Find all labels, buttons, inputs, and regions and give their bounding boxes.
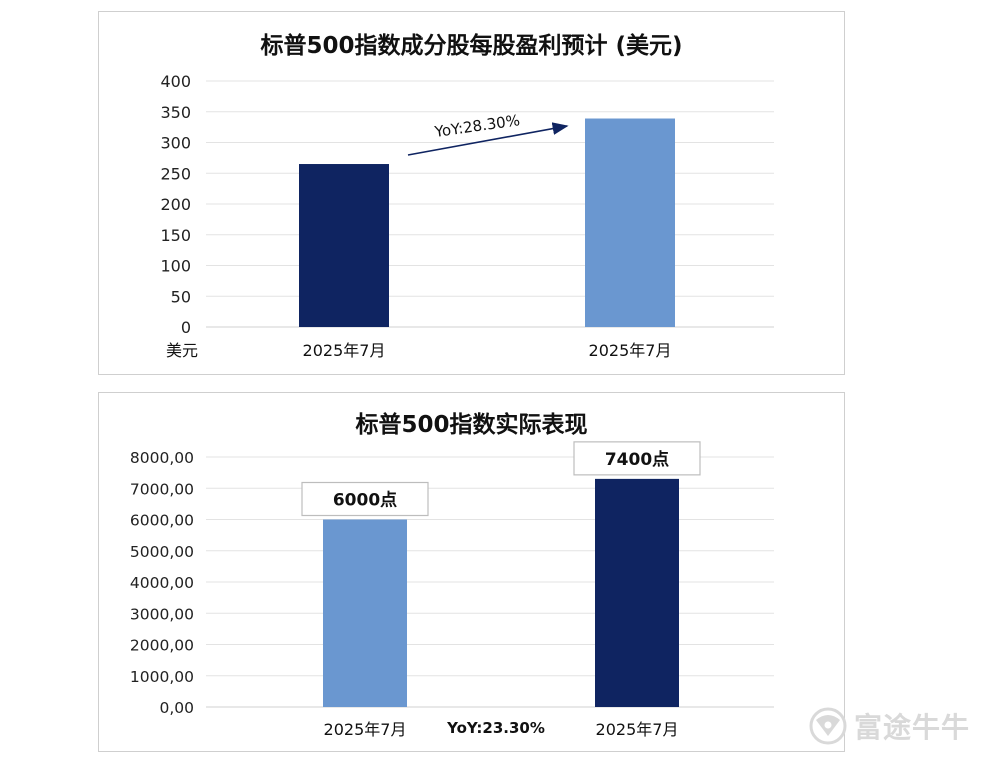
- index-chart-title: 标普500指数实际表现: [355, 412, 588, 438]
- bar: [299, 164, 389, 327]
- y-tick-label: 1000,00: [130, 668, 194, 686]
- y-tick-label: 250: [160, 164, 191, 183]
- yoy-annotation: YoY:23.30%: [446, 719, 545, 737]
- y-tick-label: 8000,00: [130, 449, 194, 467]
- bar: [595, 478, 679, 707]
- futu-bull-icon: [809, 707, 847, 745]
- y-tick-label: 400: [160, 72, 191, 91]
- y-tick-label: 300: [160, 134, 191, 153]
- y-tick-label: 3000,00: [130, 605, 194, 623]
- data-label: 6000点: [333, 490, 397, 511]
- y-tick-label: 0: [181, 318, 191, 337]
- eps-chart-svg: 0 50 100 150 200 250 300 350 400 2025年7月 2025年7月 美元…: [160, 72, 774, 360]
- watermark-text: 富途牛牛: [854, 711, 971, 744]
- x-tick-label: 2025年7月: [324, 720, 407, 739]
- y-tick-label: 0,00: [159, 699, 194, 717]
- y-tick-label: 50: [171, 287, 191, 306]
- y-tick-label: 2000,00: [130, 637, 194, 655]
- data-label: 7400点: [605, 449, 669, 470]
- y-tick-label: 6000,00: [130, 512, 194, 530]
- y-tick-label: 4000,00: [130, 574, 194, 592]
- data-label-box: [301, 481, 429, 517]
- x-tick-label: 2025年7月: [303, 341, 386, 360]
- bar: [323, 519, 407, 707]
- yoy-arrow: [407, 122, 569, 156]
- data-label-box: [573, 441, 701, 476]
- watermark: 富途牛牛: [808, 706, 970, 746]
- index-chart-svg: 0,00 1000,00 2000,00 3000,00 4000,00 5000,00 6…: [130, 441, 774, 739]
- y-tick-label: 200: [160, 195, 191, 214]
- eps-chart-title: 标普500指数成分股每股盈利预计 (美元): [260, 33, 683, 59]
- y-tick-label: 100: [160, 257, 191, 276]
- x-tick-label: 2025年7月: [596, 720, 679, 739]
- y-tick-label: 7000,00: [130, 480, 194, 498]
- x-tick-label: 2025年7月: [589, 341, 672, 360]
- y-tick-label: 150: [160, 226, 191, 245]
- eps-chart-panel: 标普500指数成分股每股盈利预计 (美元) 0 50 100 150 200 250 300…: [98, 11, 845, 375]
- index-chart-panel: 标普500指数实际表现 0,00 1000,00 2000,00 3000,00 400…: [98, 392, 845, 752]
- unit-label: 美元: [166, 341, 198, 360]
- bar: [585, 118, 675, 327]
- y-tick-label: 350: [160, 103, 191, 122]
- y-tick-label: 5000,00: [130, 543, 194, 561]
